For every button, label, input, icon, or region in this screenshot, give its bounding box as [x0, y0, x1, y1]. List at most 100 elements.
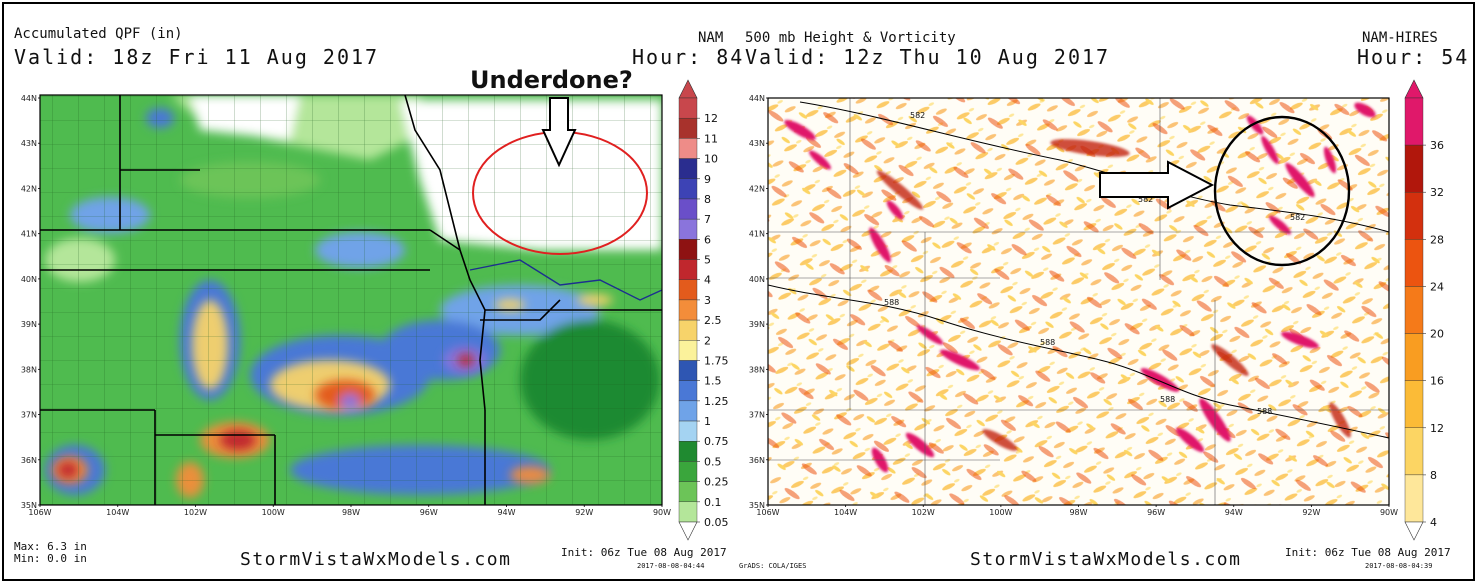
lat-tick-label: 38N	[749, 365, 765, 374]
lat-tick-label: 41N	[21, 230, 37, 239]
lat-tick-label: 39N	[749, 320, 765, 329]
underdone-annotation: Underdone?	[470, 66, 633, 94]
lat-tick-label: 41N	[749, 230, 765, 239]
contour-label: 588	[884, 298, 899, 307]
colorbar-bottom-triangle	[678, 521, 698, 541]
colorbar-swatch	[1404, 286, 1424, 334]
contour-label: 588	[1160, 395, 1175, 404]
right-colorbar: 36 32 28 24 20 16 12 8 4	[1404, 79, 1444, 541]
contour-labels: 582 582 582 588 588 588 588	[884, 111, 1305, 416]
lon-tick-label: 98W	[342, 508, 360, 517]
colorbar-top-triangle	[1404, 79, 1424, 99]
qpf-fill	[40, 95, 662, 505]
lat-tick-label: 36N	[21, 456, 37, 465]
colorbar-label: 10	[704, 153, 718, 166]
colorbar-label: 16	[1430, 375, 1444, 388]
colorbar-label: 1	[704, 415, 711, 428]
contour-label: 582	[1138, 195, 1153, 204]
lon-tick-label: 100W	[989, 508, 1012, 517]
lon-tick-label: 98W	[1069, 508, 1087, 517]
lon-tick-label: 104W	[834, 508, 857, 517]
colorbar-label: 3	[704, 294, 711, 307]
colorbar-swatch	[1404, 474, 1424, 523]
colorbar-label: 0.25	[704, 476, 729, 489]
lat-tick-label: 40N	[749, 275, 765, 284]
lon-tick-label: 102W	[184, 508, 207, 517]
lat-tick-label: 36N	[749, 456, 765, 465]
colorbar-label: 36	[1430, 139, 1444, 152]
lon-tick-label: 92W	[1302, 508, 1320, 517]
right-model-name: NAM-HIRES	[1362, 30, 1438, 46]
colorbar-label: 4	[1430, 516, 1437, 529]
lat-tick-label: 39N	[21, 320, 37, 329]
contour-label: 588	[1040, 338, 1055, 347]
right-timestamp: 2017-08-08-04:39	[1365, 562, 1433, 570]
lon-tick-label: 96W	[1147, 508, 1165, 517]
contour-label: 582	[1290, 213, 1305, 222]
colorbar-label: 0.75	[704, 435, 729, 448]
lat-tick-label: 40N	[21, 275, 37, 284]
colorbar-label: 12	[704, 112, 718, 125]
colorbar-label: 4	[704, 274, 711, 287]
colorbar-label: 7	[704, 213, 711, 226]
lat-tick-label: 44N	[21, 94, 37, 103]
colorbar-swatch	[1404, 333, 1424, 381]
lat-tick-label: 37N	[21, 411, 37, 420]
lat-tick-label: 38N	[21, 365, 37, 374]
left-title: Accumulated QPF (in)	[14, 26, 183, 42]
colorbar-swatch	[1404, 427, 1424, 476]
right-site-name: StormVistaWxModels.com	[970, 549, 1242, 570]
lat-tick-label: 43N	[749, 139, 765, 148]
right-lon-axis: 106W 104W 102W 100W 98W 96W 94W 92W 90W	[756, 505, 1398, 517]
colorbar-label: 2.5	[704, 314, 722, 327]
colorbar-label: 20	[1430, 328, 1444, 341]
left-colorbar: 12 11 10 9 8 7 6 5 4 3 2.5 2 1.75 1.5 1.25 1 0.75 0.5 0.25…	[678, 79, 729, 541]
height-contour-588	[768, 284, 1389, 439]
down-arrow-icon	[541, 97, 577, 168]
lon-tick-label: 90W	[653, 508, 671, 517]
colorbar-label: 24	[1430, 280, 1444, 293]
grads-credit: GrADS: COLA/IGES	[739, 562, 807, 570]
left-lon-axis: 106W 104W 102W 100W 98W 96W 94W 92W 90W	[28, 505, 671, 517]
lat-tick-label: 35N	[749, 501, 765, 510]
lon-tick-label: 102W	[912, 508, 935, 517]
lon-tick-label: 96W	[420, 508, 438, 517]
lon-tick-label: 92W	[575, 508, 593, 517]
lon-tick-label: 104W	[106, 508, 129, 517]
left-model-name: NAM	[698, 30, 724, 46]
lon-tick-label: 90W	[1380, 508, 1398, 517]
colorbar-label: 11	[704, 132, 718, 145]
left-forecast-hour: Hour: 84	[632, 45, 745, 69]
colorbar-label: 0.05	[704, 516, 729, 529]
colorbar-label: 1.75	[704, 354, 729, 367]
colorbar-label: 8	[704, 193, 711, 206]
right-lat-axis: 44N 43N 42N 41N 40N 39N 38N 37N 36N 35N	[749, 94, 768, 510]
left-lat-axis: 44N 43N 42N 41N 40N 39N 38N 37N 36N 35N	[21, 94, 40, 510]
colorbar-label: 0.5	[704, 455, 722, 468]
contour-label: 582	[910, 111, 925, 120]
lon-tick-label: 94W	[497, 508, 515, 517]
colorbar-swatch	[1404, 239, 1424, 287]
left-site-name: StormVistaWxModels.com	[240, 549, 512, 570]
lon-tick-label: 106W	[28, 508, 51, 517]
colorbar-label: 8	[1430, 469, 1437, 482]
right-forecast-hour: Hour: 54	[1357, 45, 1470, 69]
colorbar-label: 12	[1430, 422, 1444, 435]
lat-tick-label: 42N	[21, 184, 37, 193]
lat-tick-label: 42N	[749, 184, 765, 193]
colorbar-label: 1.25	[704, 395, 729, 408]
colorbar-label: 28	[1430, 233, 1444, 246]
lat-tick-label: 44N	[749, 94, 765, 103]
black-highlight-circle	[1213, 115, 1351, 267]
colorbar-swatch	[1404, 380, 1424, 428]
right-title: 500 mb Height & Vorticity	[745, 30, 956, 46]
left-valid-time: Valid: 18z Fri 11 Aug 2017	[14, 45, 380, 69]
colorbar-label: 2	[704, 334, 711, 347]
vorticity-fill	[768, 98, 1389, 505]
colorbar-label: 9	[704, 173, 711, 186]
right-valid-time: Valid: 12z Thu 10 Aug 2017	[745, 45, 1111, 69]
lat-tick-label: 37N	[749, 411, 765, 420]
